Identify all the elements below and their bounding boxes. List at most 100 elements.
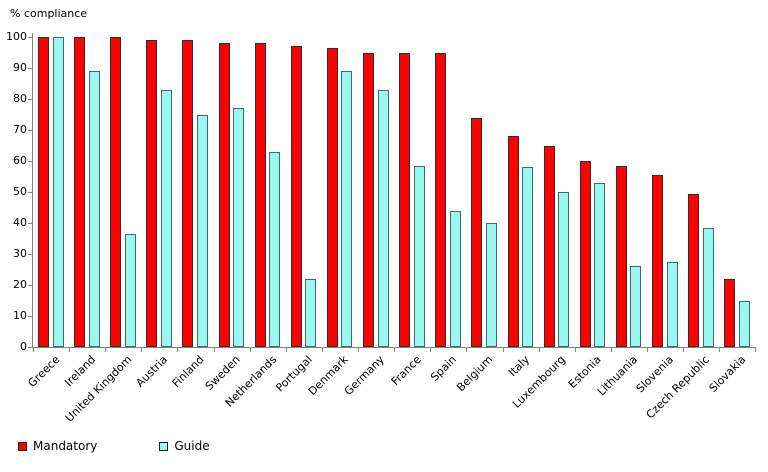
y-tick-label-70: 70 <box>13 123 27 136</box>
x-tick-4 <box>177 348 179 352</box>
y-tick-50 <box>28 192 32 193</box>
bar-mandatory-lithuania <box>615 165 627 347</box>
bar-mandatory-netherlands <box>254 43 266 347</box>
y-tick-70 <box>28 130 32 131</box>
bar-guide-czech-republic <box>702 227 714 347</box>
x-label-spain: Spain <box>428 353 460 384</box>
bar-mandatory-slovenia <box>652 174 664 347</box>
bar-mandatory-austria <box>146 40 158 347</box>
x-tick-13 <box>502 348 504 352</box>
bar-mandatory-finland <box>182 40 194 347</box>
y-tick-label-20: 20 <box>13 278 27 291</box>
legend-label-mandatory: Mandatory <box>33 439 98 453</box>
x-tick-1 <box>69 348 71 352</box>
y-axis-line <box>32 33 33 348</box>
x-label-italy: Italy <box>505 353 532 380</box>
bar-mandatory-spain <box>435 52 447 347</box>
x-tick-20 <box>755 348 757 352</box>
x-label-greece: Greece <box>25 353 63 390</box>
y-axis-title: % compliance <box>10 7 88 20</box>
bar-guide-lithuania <box>630 266 642 347</box>
y-tick-label-60: 60 <box>13 154 27 167</box>
bar-guide-denmark <box>341 71 353 347</box>
x-label-slovakia: Slovakia <box>706 353 749 395</box>
bar-mandatory-france <box>399 52 411 347</box>
bar-mandatory-portugal <box>290 46 302 347</box>
bar-mandatory-germany <box>363 52 375 347</box>
bar-guide-ireland <box>88 71 100 347</box>
y-tick-0 <box>28 347 32 348</box>
x-tick-6 <box>249 348 251 352</box>
bar-mandatory-united-kingdom <box>110 37 122 347</box>
bar-guide-spain <box>449 210 461 347</box>
bar-guide-belgium <box>485 223 497 347</box>
bar-guide-estonia <box>594 182 606 347</box>
bar-mandatory-belgium <box>471 117 483 347</box>
x-tick-10 <box>394 348 396 352</box>
y-tick-label-40: 40 <box>13 216 27 229</box>
bar-guide-netherlands <box>269 151 281 347</box>
x-tick-0 <box>33 348 34 352</box>
x-tick-15 <box>574 348 576 352</box>
y-tick-label-80: 80 <box>13 92 27 105</box>
bar-guide-italy <box>522 167 534 347</box>
x-label-austria: Austria <box>133 353 171 390</box>
bar-guide-austria <box>160 89 172 347</box>
bar-guide-sweden <box>233 108 245 347</box>
bar-mandatory-luxembourg <box>543 145 555 347</box>
x-tick-2 <box>105 348 107 352</box>
legend-item-guide: Guide <box>159 439 210 453</box>
legend-item-mandatory: Mandatory <box>18 439 97 453</box>
bar-mandatory-denmark <box>326 47 338 347</box>
bar-mandatory-italy <box>507 136 519 347</box>
x-label-czech-republic: Czech Republic <box>643 353 713 422</box>
bar-guide-france <box>413 165 425 347</box>
bar-guide-luxembourg <box>558 192 570 347</box>
bar-guide-slovenia <box>666 261 678 347</box>
y-tick-label-50: 50 <box>13 185 27 198</box>
bar-guide-finland <box>196 114 208 347</box>
y-tick-label-0: 0 <box>20 340 27 353</box>
bar-mandatory-slovakia <box>724 278 736 347</box>
x-tick-11 <box>430 348 432 352</box>
x-tick-7 <box>285 348 287 352</box>
x-tick-9 <box>358 348 360 352</box>
x-label-finland: Finland <box>169 353 207 390</box>
x-tick-17 <box>647 348 649 352</box>
bar-mandatory-ireland <box>74 37 86 347</box>
y-tick-100 <box>28 37 32 38</box>
y-tick-10 <box>28 316 32 317</box>
legend-label-guide: Guide <box>174 439 210 453</box>
x-tick-16 <box>610 348 612 352</box>
y-tick-30 <box>28 254 32 255</box>
y-tick-label-30: 30 <box>13 247 27 260</box>
x-tick-19 <box>719 348 721 352</box>
y-tick-label-100: 100 <box>6 30 27 43</box>
x-tick-14 <box>538 348 540 352</box>
x-label-united-kingdom: United Kingdom <box>62 353 135 425</box>
x-axis-line <box>32 347 756 348</box>
y-tick-80 <box>28 99 32 100</box>
y-tick-40 <box>28 223 32 224</box>
bar-mandatory-greece <box>38 37 49 347</box>
guide-swatch-icon <box>159 441 169 451</box>
legend: Mandatory Guide <box>18 439 210 453</box>
bar-mandatory-czech-republic <box>688 193 700 347</box>
x-tick-18 <box>683 348 685 352</box>
y-tick-label-90: 90 <box>13 61 27 74</box>
bar-guide-portugal <box>305 278 317 347</box>
bar-mandatory-sweden <box>218 43 230 347</box>
x-tick-12 <box>466 348 468 352</box>
x-tick-8 <box>321 348 323 352</box>
x-tick-3 <box>141 348 143 352</box>
mandatory-swatch-icon <box>18 441 27 451</box>
x-tick-5 <box>213 348 215 352</box>
x-label-france: France <box>388 353 424 389</box>
x-label-belgium: Belgium <box>454 353 496 395</box>
y-tick-20 <box>28 285 32 286</box>
bar-guide-united-kingdom <box>124 233 136 347</box>
bar-guide-greece <box>52 37 64 347</box>
bar-mandatory-estonia <box>579 161 591 347</box>
y-tick-60 <box>28 161 32 162</box>
